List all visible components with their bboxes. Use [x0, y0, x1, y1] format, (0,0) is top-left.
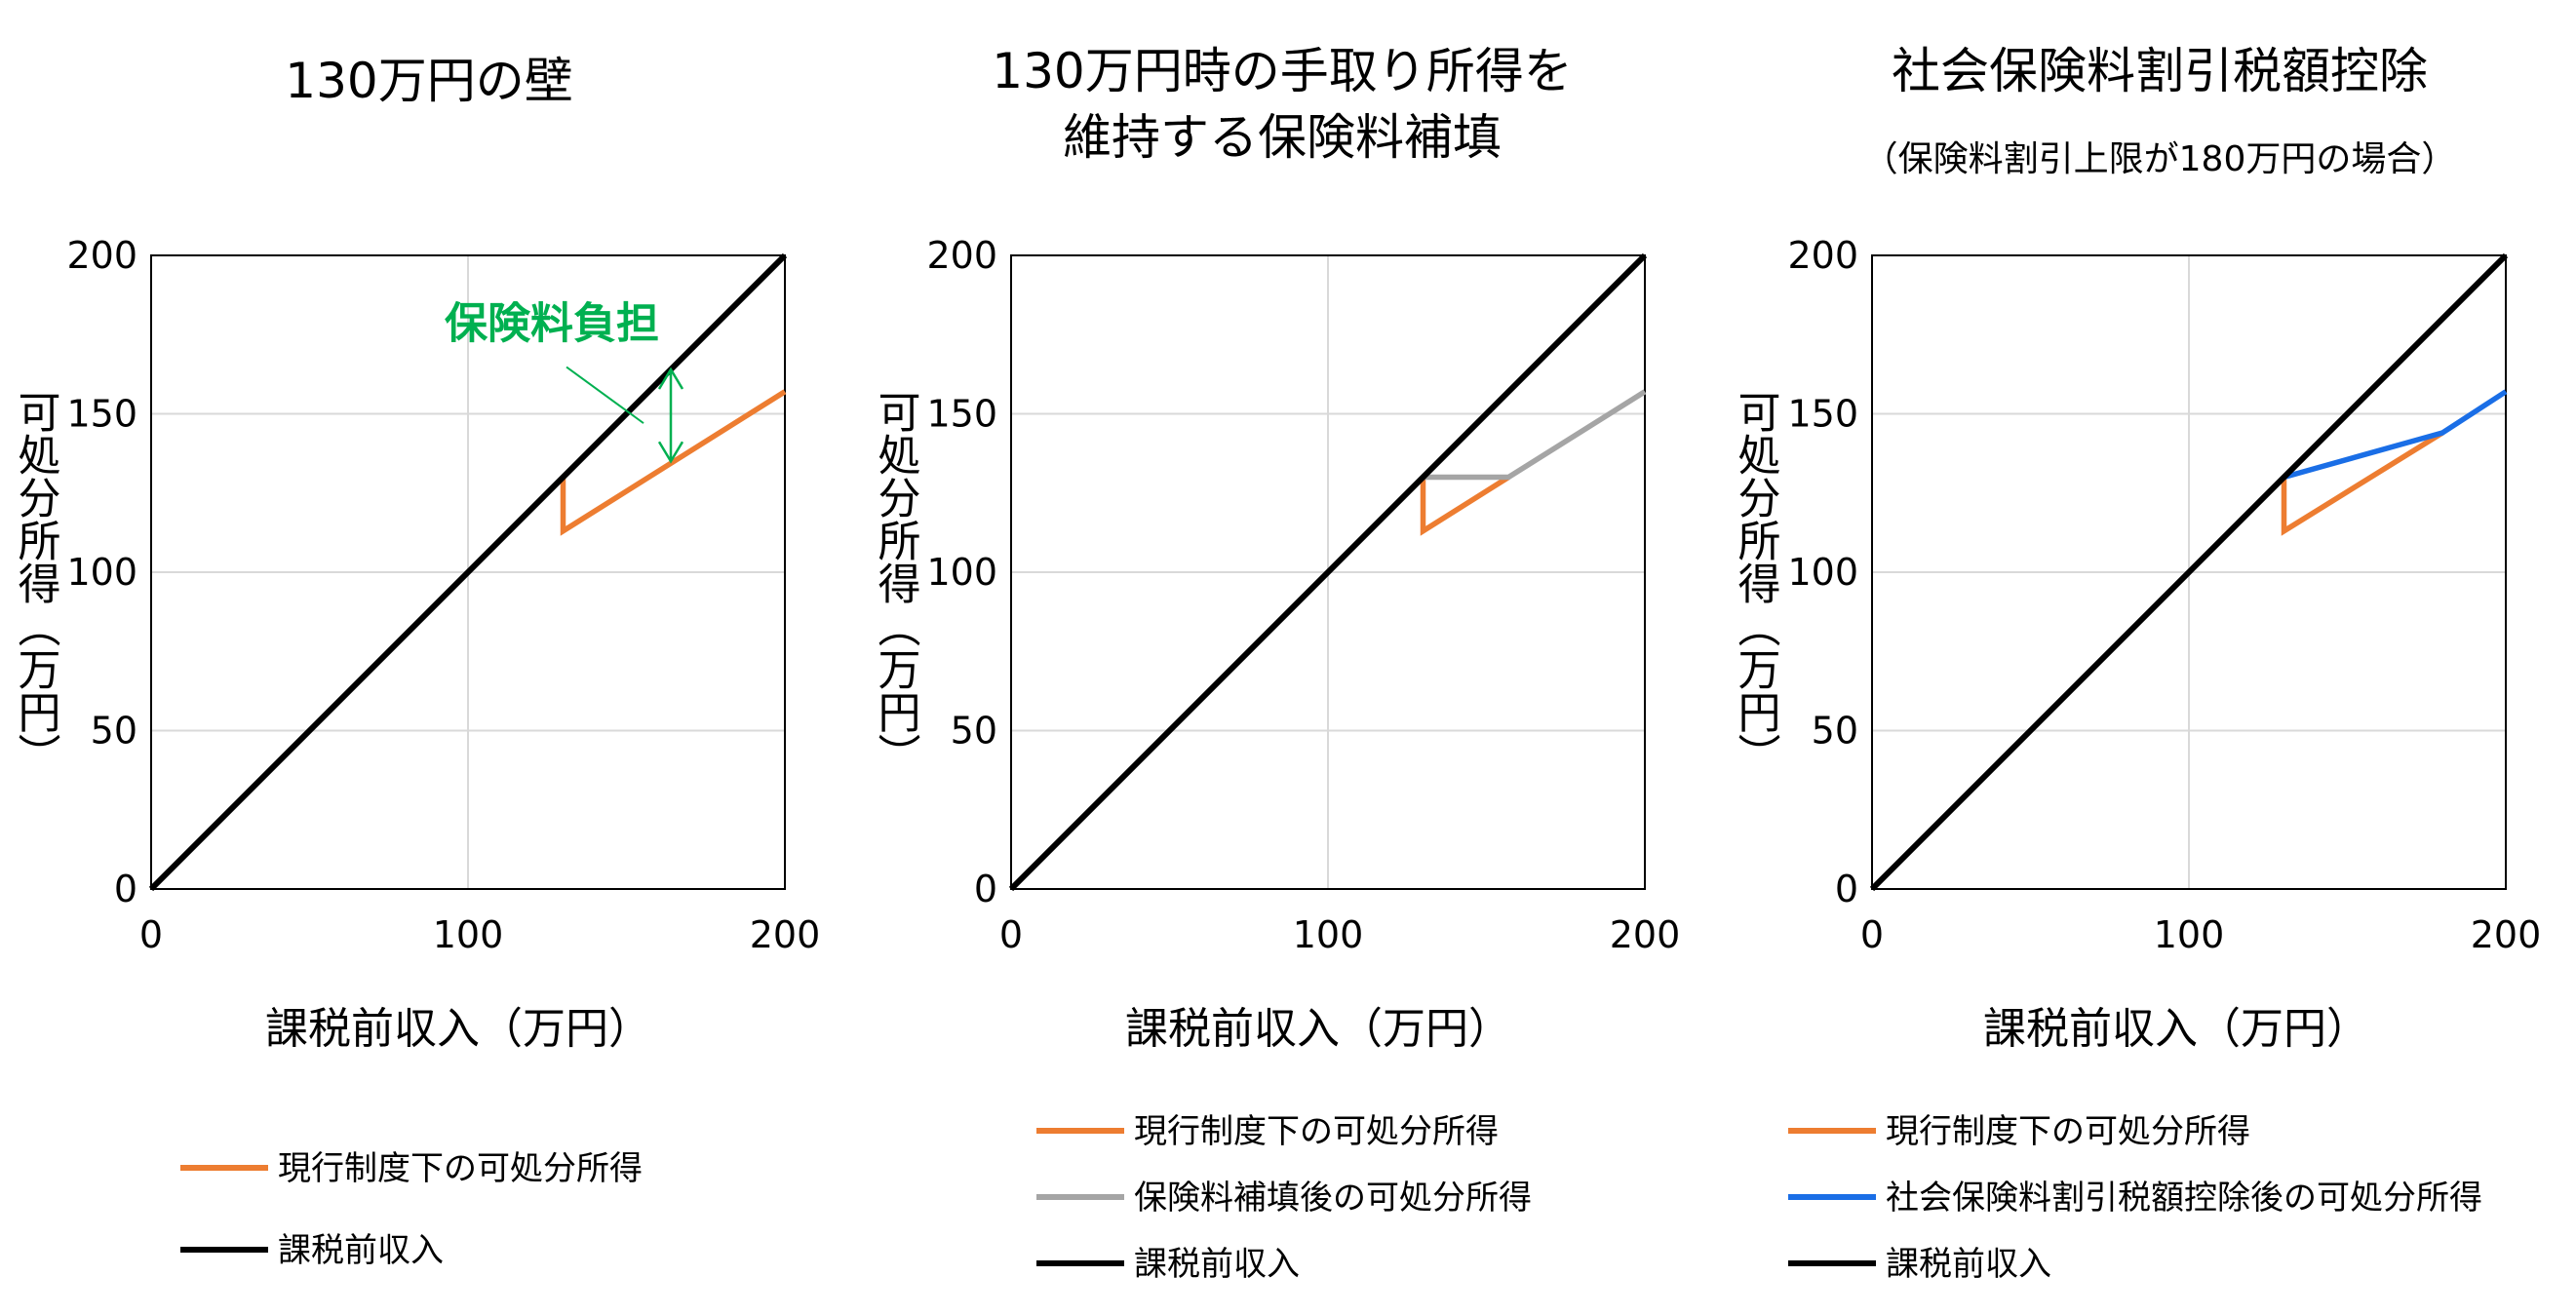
y-tick-label: 100: [926, 551, 997, 594]
y-tick-label: 0: [1835, 868, 1858, 910]
chart-title: 社会保険料割引税額控除: [1892, 43, 2428, 99]
plot-area: 0 100 200 0 50 100 150 200: [1787, 234, 2541, 956]
chart-title-line2: 維持する保険料補填: [1063, 109, 1502, 166]
legend-label: 保険料補填後の可処分所得: [1134, 1179, 1532, 1218]
legend-label: 現行制度下の可処分所得: [1134, 1112, 1499, 1151]
series-line: [560, 389, 787, 536]
chart-title: 130万円時の手取り所得を: [992, 43, 1572, 99]
y-tick-label: 100: [1787, 551, 1858, 594]
series-line: [1869, 252, 2509, 892]
plot-frame: [1010, 254, 1646, 890]
y-axis-label: 可処分所得（万円）: [871, 390, 921, 776]
legend-label: 現行制度下の可処分所得: [1886, 1112, 2250, 1151]
x-tick-label: 0: [139, 913, 163, 956]
x-axis-label: 課税前収入（万円）: [1125, 1004, 1511, 1054]
x-tick-label: 200: [2471, 913, 2542, 956]
plot-area: 0 100 200 0 50 100 150 200: [926, 234, 1680, 956]
y-tick-label: 0: [114, 868, 137, 910]
chart-1: 130万円の壁 0 100 200 0 50 100 150 200 保険料負担 課税前収入（万…: [11, 53, 821, 1270]
x-tick-label: 0: [999, 913, 1023, 956]
chart-2: 130万円時の手取り所得を 維持する保険料補填 0 100 200 0 50 100 150…: [871, 43, 1681, 1284]
series-line: [2283, 389, 2508, 481]
x-tick-label: 100: [2154, 913, 2225, 956]
chart-subtitle: （保険料割引上限が180万円の場合）: [1863, 139, 2457, 179]
y-tick-label: 0: [974, 868, 997, 910]
series-line: [1008, 252, 1648, 892]
annotation-leader: [566, 366, 644, 424]
x-tick-label: 100: [1293, 913, 1364, 956]
series-line: [1420, 475, 1510, 536]
y-tick-label: 50: [1812, 710, 1858, 753]
x-tick-label: 200: [1610, 913, 1681, 956]
plot-frame: [1871, 254, 2507, 890]
y-axis-label: 可処分所得（万円）: [1731, 390, 1781, 776]
x-tick-label: 0: [1860, 913, 1884, 956]
y-tick-label: 150: [1787, 393, 1858, 436]
annotation-arrowhead-up: [657, 367, 684, 390]
chart-title: 130万円の壁: [285, 53, 572, 109]
y-tick-label: 200: [1787, 234, 1858, 277]
y-tick-label: 200: [926, 234, 997, 277]
legend-label: 社会保険料割引税額控除後の可処分所得: [1886, 1179, 2482, 1218]
legend-label: 課税前収入: [278, 1231, 444, 1270]
chart-3: 社会保険料割引税額控除 （保険料割引上限が180万円の場合） 0 100 200 0 5…: [1731, 43, 2542, 1284]
x-tick-label: 100: [433, 913, 504, 956]
x-tick-label: 200: [750, 913, 821, 956]
series-line: [1423, 389, 1647, 481]
annotation-arrowhead-down: [657, 441, 684, 464]
legend-label: 課税前収入: [1886, 1245, 2051, 1284]
plot-frame: [150, 254, 786, 890]
y-tick-label: 150: [926, 393, 997, 436]
legend-label: 現行制度下の可処分所得: [278, 1149, 643, 1188]
y-tick-label: 50: [91, 710, 137, 753]
legend-label: 課税前収入: [1134, 1245, 1300, 1284]
y-tick-label: 150: [66, 393, 137, 436]
annotation-label: 保険料負担: [445, 299, 659, 349]
y-axis-label: 可処分所得（万円）: [11, 390, 61, 776]
y-tick-label: 50: [951, 710, 997, 753]
x-axis-label: 課税前収入（万円）: [1983, 1004, 2369, 1054]
series-line: [2281, 430, 2444, 536]
series-line: [148, 252, 788, 892]
plot-area: 0 100 200 0 50 100 150 200 保険料負担: [66, 234, 820, 956]
y-tick-label: 200: [66, 234, 137, 277]
y-tick-label: 100: [66, 551, 137, 594]
x-axis-label: 課税前収入（万円）: [265, 1004, 651, 1054]
